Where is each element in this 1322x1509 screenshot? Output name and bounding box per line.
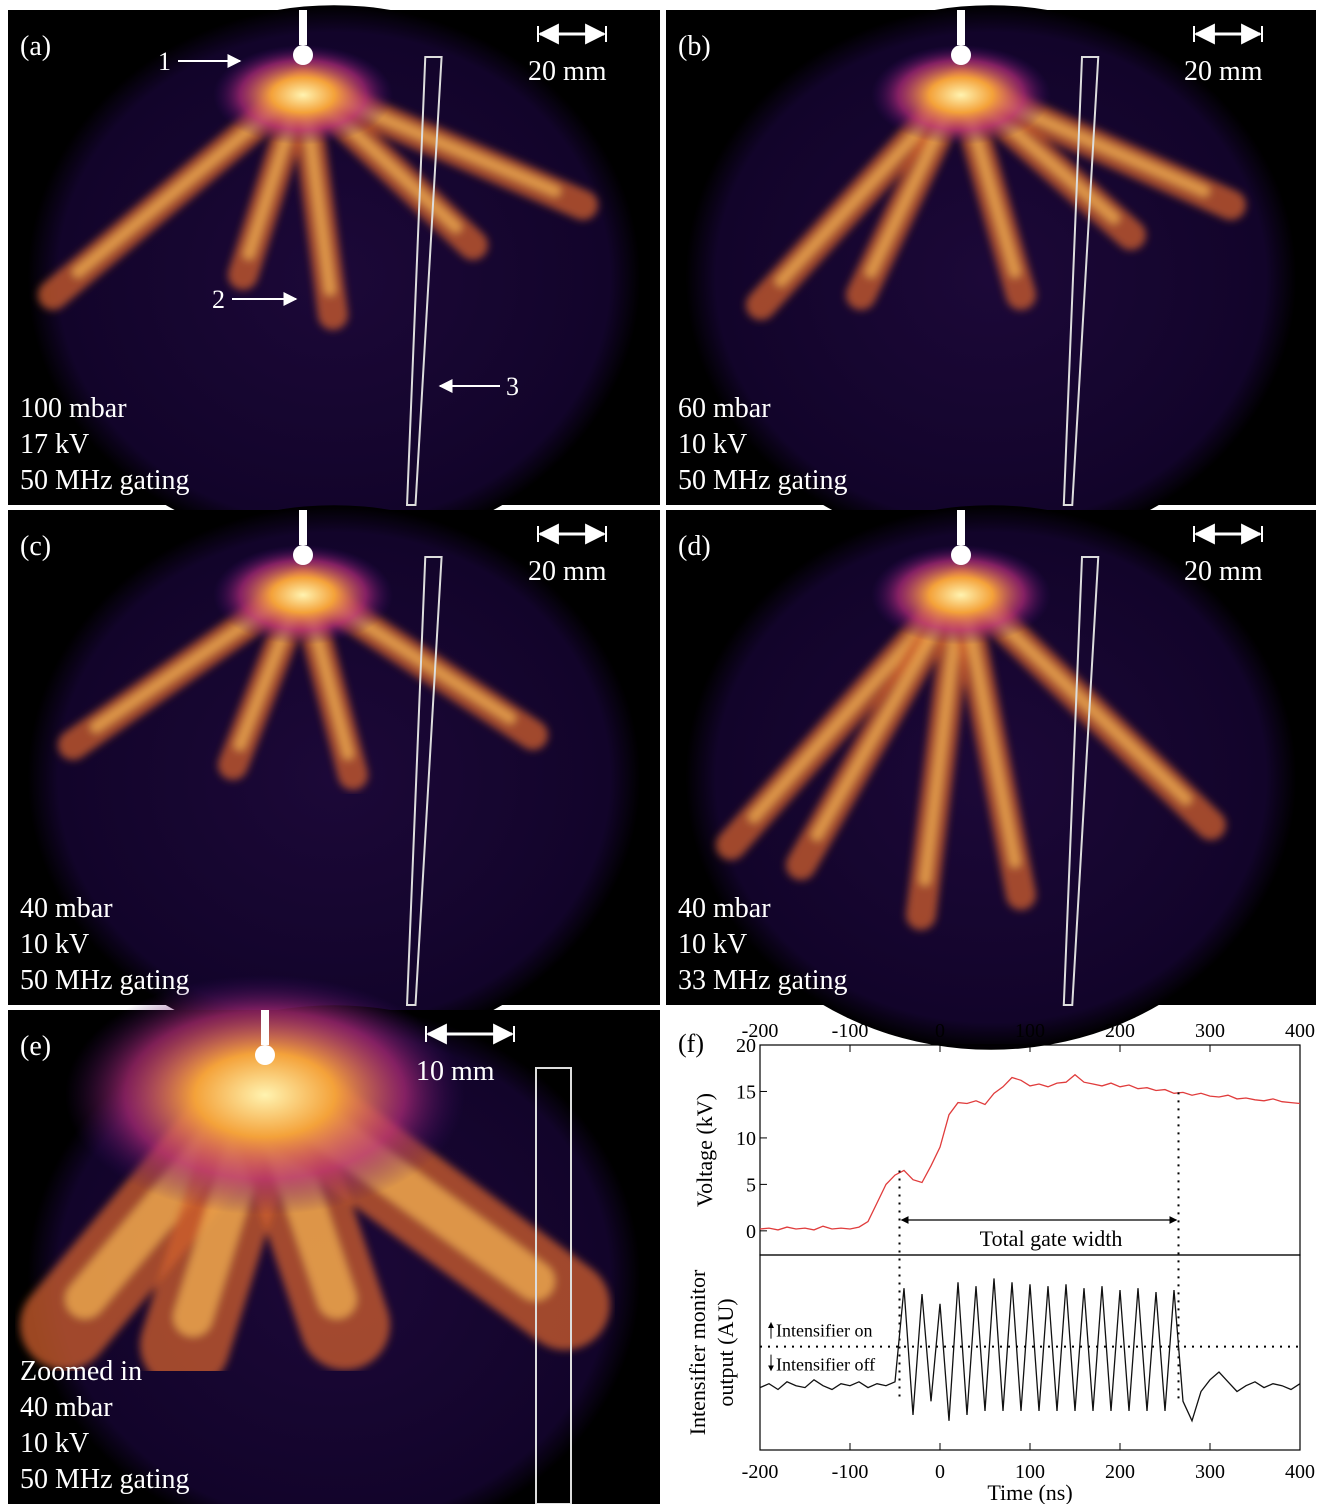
- on-label: Intensifier on: [776, 1321, 872, 1341]
- condition-label: 40 mbar: [678, 893, 771, 924]
- x-tick-label: 300: [1195, 1461, 1225, 1483]
- x-tick-label: 200: [1105, 1020, 1135, 1042]
- condition-label: 40 mbar: [20, 1392, 113, 1423]
- panel-label: (e): [20, 1031, 51, 1062]
- y-axis-label: Voltage (kV): [692, 1093, 717, 1207]
- image-panel: (c) 20 mm 40 mbar 10 kV 50 MHz gating: [8, 505, 660, 1050]
- y-axis-label: Intensifier monitor: [685, 1269, 710, 1435]
- x-tick-label: 0: [935, 1461, 945, 1483]
- x-tick-label: 0: [935, 1020, 945, 1042]
- panel-label: (a): [20, 31, 51, 62]
- annotation: Total gate width: [980, 1226, 1123, 1251]
- condition-label: 50 MHz gating: [678, 465, 848, 496]
- scale-label: 20 mm: [1184, 556, 1263, 587]
- scale-label: 20 mm: [528, 556, 607, 587]
- nozzle-tip: [951, 45, 971, 65]
- image-panel: (d) 20 mm 40 mbar 10 kV 33 MHz gating: [666, 505, 1316, 1050]
- condition-label: 50 MHz gating: [20, 1464, 190, 1495]
- condition-label: 10 kV: [678, 429, 747, 460]
- y-tick-label: 15: [736, 1081, 756, 1103]
- series-line: [760, 1278, 1300, 1420]
- off-label: Intensifier off: [776, 1355, 875, 1375]
- y-tick-label: 20: [736, 1035, 756, 1057]
- nozzle-tip: [293, 545, 313, 565]
- x-tick-label: 400: [1285, 1461, 1315, 1483]
- panel-label: (c): [20, 531, 51, 562]
- y-tick-label: 5: [746, 1174, 756, 1196]
- page: {"panels": [ {"label": "(a)", "scale": "…: [0, 0, 1322, 1509]
- condition-label: 10 kV: [20, 1428, 89, 1459]
- nozzle-tip: [951, 545, 971, 565]
- condition-label: 10 kV: [678, 929, 747, 960]
- x-axis-label: Time (ns): [987, 1480, 1072, 1504]
- condition-label: 33 MHz gating: [678, 965, 848, 996]
- x-tick-label: 300: [1195, 1020, 1225, 1042]
- x-tick-label: -200: [742, 1461, 779, 1483]
- x-tick-label: -100: [832, 1461, 869, 1483]
- x-tick-label: 100: [1015, 1020, 1045, 1042]
- marker-label: 1: [158, 47, 171, 76]
- nozzle-tip: [255, 1045, 275, 1065]
- y-tick-label: 0: [746, 1221, 756, 1243]
- chart-label: (f): [678, 1029, 704, 1058]
- nozzle: [957, 510, 965, 545]
- panel-label: (b): [678, 31, 711, 62]
- nozzle-tip: [293, 45, 313, 65]
- condition-label: 17 kV: [20, 429, 89, 460]
- marker-label: 3: [506, 372, 519, 401]
- nozzle: [299, 10, 307, 45]
- nozzle: [299, 510, 307, 545]
- condition-label: 100 mbar: [20, 393, 127, 424]
- scale-label: 20 mm: [528, 56, 607, 87]
- scale-label: 10 mm: [416, 1056, 495, 1087]
- figure: (a) 20 mm 100 mbar 17 kV 50 MHz gating 1 2 3 (b)…: [0, 0, 1322, 1504]
- condition-label: 50 MHz gating: [20, 965, 190, 996]
- x-tick-label: 400: [1285, 1020, 1315, 1042]
- plot-frame: [760, 1045, 1300, 1255]
- nozzle: [957, 10, 965, 45]
- condition-label: 50 MHz gating: [20, 465, 190, 496]
- condition-label: 60 mbar: [678, 393, 771, 424]
- x-tick-label: -100: [832, 1020, 869, 1042]
- condition-label: 40 mbar: [20, 893, 113, 924]
- panel-label: (d): [678, 531, 711, 562]
- x-tick-label: 200: [1105, 1461, 1135, 1483]
- condition-label: Zoomed in: [20, 1356, 142, 1387]
- image-panel: (e) 10 mm Zoomed in 40 mbar 10 kV 50 MHz gati…: [8, 975, 660, 1504]
- plot-frame: [760, 1255, 1300, 1450]
- image-panel: (a) 20 mm 100 mbar 17 kV 50 MHz gating 1 2 3: [8, 5, 660, 550]
- image-panel: (b) 20 mm 60 mbar 10 kV 50 MHz gating: [666, 5, 1316, 550]
- y-axis-label: output (AU): [713, 1298, 738, 1406]
- marker-label: 2: [212, 285, 225, 314]
- y-tick-label: 10: [736, 1128, 756, 1150]
- scale-label: 20 mm: [1184, 56, 1263, 87]
- condition-label: 10 kV: [20, 929, 89, 960]
- series-line: [760, 1075, 1300, 1230]
- nozzle: [261, 1010, 269, 1045]
